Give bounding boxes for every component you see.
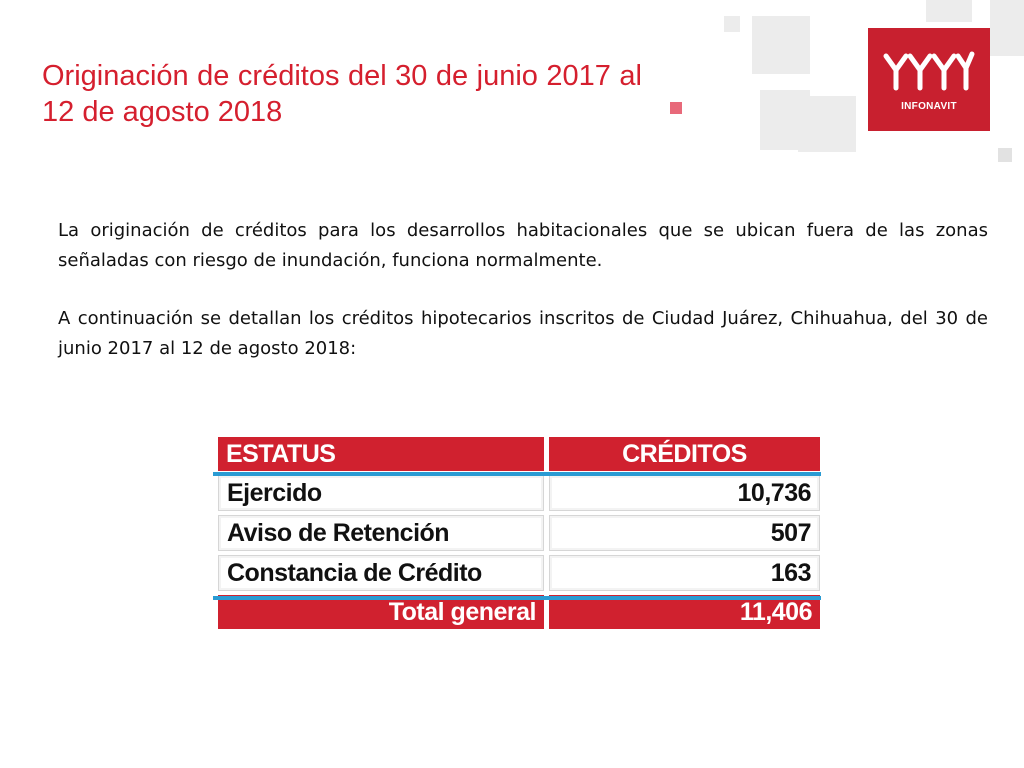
body-text: La originación de créditos para los desa… [58, 216, 988, 392]
paragraph: La originación de créditos para los desa… [58, 220, 988, 271]
total-label: Total general [218, 595, 544, 629]
cell-credits: 10,736 [549, 475, 820, 511]
table-divider-bottom [213, 596, 821, 600]
total-value: 11,406 [549, 595, 820, 629]
paragraph: A continuación se detallan los créditos … [58, 308, 988, 359]
cell-status: Constancia de Crédito [218, 555, 544, 591]
decor-square [670, 102, 682, 114]
infonavit-logo-icon [883, 51, 975, 91]
decor-square [926, 0, 972, 22]
cell-credits: 507 [549, 515, 820, 551]
logo-text: INFONAVIT [901, 101, 957, 112]
table-total-row: Total general 11,406 [218, 595, 820, 629]
cell-status: Aviso de Retención [218, 515, 544, 551]
cell-credits: 163 [549, 555, 820, 591]
decor-square [752, 16, 810, 74]
decor-square [990, 0, 1024, 56]
table-row: Ejercido 10,736 [218, 475, 820, 511]
cell-status: Ejercido [218, 475, 544, 511]
table-row: Aviso de Retención 507 [218, 515, 820, 551]
page-title: Originación de créditos del 30 de junio … [42, 60, 642, 128]
infonavit-logo: INFONAVIT [868, 28, 990, 131]
table-row: Constancia de Crédito 163 [218, 555, 820, 591]
decor-square [998, 148, 1012, 162]
credits-table: ESTATUS CRÉDITOS Ejercido 10,736 Aviso d… [213, 433, 825, 633]
table-divider-top [213, 472, 821, 476]
header-status: ESTATUS [226, 439, 336, 468]
header-credits: CRÉDITOS [622, 439, 747, 468]
decor-square [724, 16, 740, 32]
decor-square [798, 96, 856, 152]
table-header-row: ESTATUS CRÉDITOS [218, 437, 820, 471]
